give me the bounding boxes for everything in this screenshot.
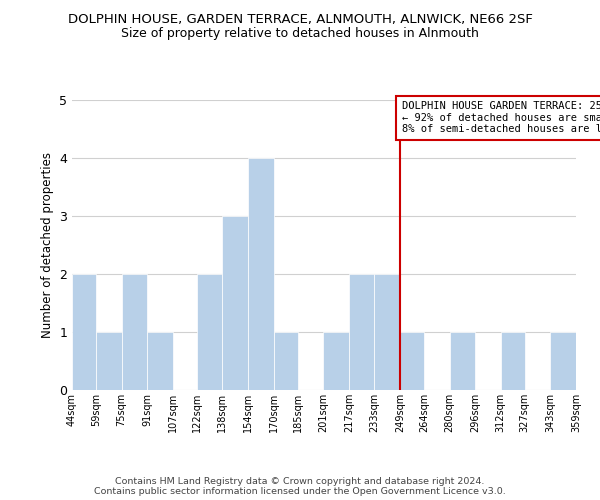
Text: DOLPHIN HOUSE GARDEN TERRACE: 252sqm
← 92% of detached houses are smaller (24)
8: DOLPHIN HOUSE GARDEN TERRACE: 252sqm ← 9… (401, 101, 600, 134)
Bar (96, 332, 122, 390)
Bar (122, 274, 147, 390)
Bar (223, 216, 248, 390)
Bar (197, 274, 223, 390)
Bar (374, 274, 400, 390)
Text: Contains HM Land Registry data © Crown copyright and database right 2024.
Contai: Contains HM Land Registry data © Crown c… (94, 476, 506, 496)
Bar (72, 274, 96, 390)
Bar (400, 332, 424, 390)
Text: DOLPHIN HOUSE, GARDEN TERRACE, ALNMOUTH, ALNWICK, NE66 2SF: DOLPHIN HOUSE, GARDEN TERRACE, ALNMOUTH,… (68, 12, 532, 26)
Bar (274, 332, 298, 390)
Bar (323, 332, 349, 390)
Text: Size of property relative to detached houses in Alnmouth: Size of property relative to detached ho… (121, 28, 479, 40)
Bar (550, 332, 576, 390)
Bar (501, 332, 525, 390)
Bar (147, 332, 173, 390)
Bar (349, 274, 374, 390)
Y-axis label: Number of detached properties: Number of detached properties (41, 152, 53, 338)
Bar (449, 332, 475, 390)
Bar (248, 158, 274, 390)
